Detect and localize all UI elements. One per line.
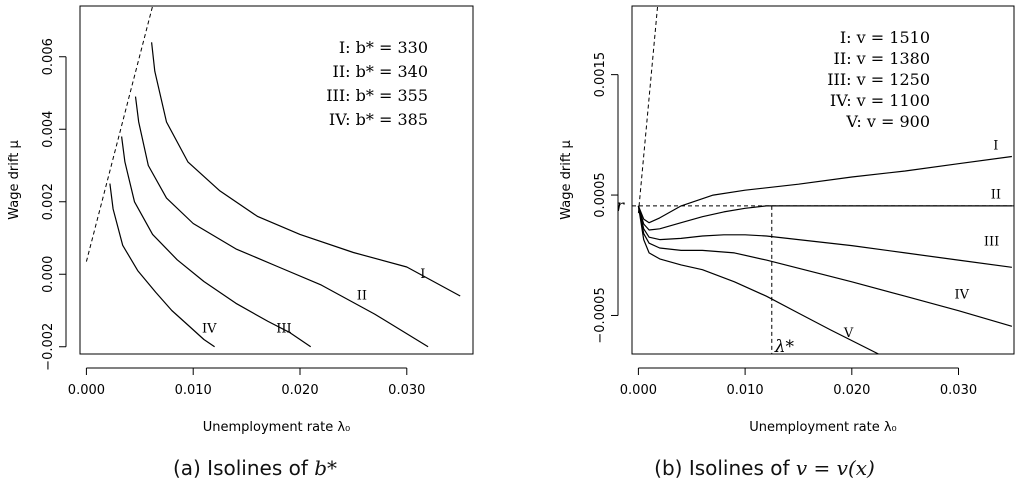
chart-a-y-tick-label: 0.002 <box>41 183 56 220</box>
chart-b-series-line-I <box>637 155 1012 224</box>
chart-a-y-tick-label: 0.000 <box>41 256 56 293</box>
chart-a-series-label-III: III <box>276 321 291 336</box>
caption-a-math: b* <box>314 456 338 480</box>
chart-b-x-axis-title: Unemployment rate λ₀ <box>749 420 897 435</box>
chart-a-legend-entry: IV: b* = 385 <box>329 110 428 129</box>
caption-b-prefix: (b) Isolines of <box>654 456 796 480</box>
chart-a-x-axis-title: Unemployment rate λ₀ <box>203 420 351 435</box>
chart-a-y-tick-label: 0.004 <box>41 111 56 148</box>
chart-a-legend-entry: III: b* = 355 <box>326 86 428 105</box>
chart-panel-b: 0.000 0.010 0.020 0.030 −0.0005 0.0005 0.0015 U… <box>510 0 1019 502</box>
caption-b: (b) Isolines of v = v(x) <box>510 456 1019 480</box>
chart-b-legend-entry: I: v = 1510 <box>840 28 930 47</box>
chart-b-series-label-II: II <box>991 188 1001 203</box>
chart-a-x-tick-label: 0.000 <box>68 383 105 398</box>
chart-a-series-line-II <box>134 96 429 348</box>
chart-b-series-line-IV <box>637 205 1013 327</box>
chart-a-series-line-IV <box>109 183 215 348</box>
chart-a-series-line-I <box>151 42 461 297</box>
chart-b-legend-entry: III: v = 1250 <box>827 70 930 89</box>
chart-b-series-label-IV: IV <box>954 288 969 303</box>
chart-a-plot-area <box>85 6 461 348</box>
chart-b-series-label-I: I <box>993 138 998 153</box>
chart-b-legend-entry: II: v = 1380 <box>834 49 930 68</box>
chart-b-legend-entry: IV: v = 1100 <box>830 91 930 110</box>
chart-b-x-tick-label: 0.020 <box>833 383 870 398</box>
caption-a-prefix: (a) Isolines of <box>172 456 315 480</box>
chart-a-series-label-I: I <box>420 267 425 282</box>
chart-a-legend-entry: II: b* = 340 <box>333 62 428 81</box>
chart-a-boundary-line <box>85 6 154 262</box>
chart-b-x-tick-label: 0.010 <box>726 383 763 398</box>
chart-b-legend: I: v = 1510 II: v = 1380 III: v = 1250 IV: … <box>827 28 930 131</box>
chart-a-x-tick-label: 0.020 <box>281 383 318 398</box>
chart-b-reference-label: r <box>616 196 625 215</box>
chart-b-series-label-III: III <box>984 235 999 250</box>
chart-b-x-tick-label: 0.030 <box>940 383 977 398</box>
chart-b-series-label-V: V <box>843 326 854 341</box>
chart-a-svg: 0.000 0.010 0.020 0.030 −0.002 0.000 0.002 0.00… <box>7 5 474 435</box>
chart-a-legend-entry: I: b* = 330 <box>339 38 428 57</box>
chart-a-y-tick-label: 0.006 <box>41 38 56 75</box>
chart-b-critical-label: λ* <box>774 337 795 357</box>
chart-b-svg: 0.000 0.010 0.020 0.030 −0.0005 0.0005 0.0015 U… <box>559 5 1015 435</box>
chart-a-series-line-III <box>121 136 312 348</box>
chart-a-y-tick-label: −0.002 <box>41 323 56 371</box>
chart-a-series-label-II: II <box>357 289 367 304</box>
caption-b-math: v = v(x) <box>795 456 875 480</box>
chart-a-x-tick-label: 0.010 <box>175 383 212 398</box>
chart-b-legend-entry: V: v = 900 <box>845 112 930 131</box>
chart-b-y-axis-title: Wage drift μ <box>559 140 574 219</box>
chart-b-boundary-line <box>637 6 659 214</box>
chart-b-series-line-II <box>637 205 1012 231</box>
chart-a-legend: I: b* = 330 II: b* = 340 III: b* = 355 IV: … <box>326 38 428 129</box>
chart-a-x-tick-label: 0.030 <box>388 383 425 398</box>
chart-panel-a: 0.000 0.010 0.020 0.030 −0.002 0.000 0.002 0.00… <box>0 5 510 480</box>
chart-b-x-tick-label: 0.000 <box>620 383 657 398</box>
chart-b-plot-area <box>632 6 1014 354</box>
chart-b-series-line-III <box>637 205 1012 268</box>
chart-b-y-tick-label: 0.0005 <box>593 172 608 218</box>
chart-a-y-axis-title: Wage drift μ <box>7 140 22 219</box>
chart-b-y-tick-label: −0.0005 <box>593 287 608 343</box>
chart-a-plot-frame <box>79 5 474 355</box>
chart-b-y-tick-label: 0.0015 <box>593 52 608 98</box>
caption-a: (a) Isolines of b* <box>0 456 510 480</box>
chart-b-series-line-V <box>637 205 879 354</box>
chart-a-series-label-IV: IV <box>202 321 217 336</box>
chart-b-plot-frame <box>631 5 1015 355</box>
